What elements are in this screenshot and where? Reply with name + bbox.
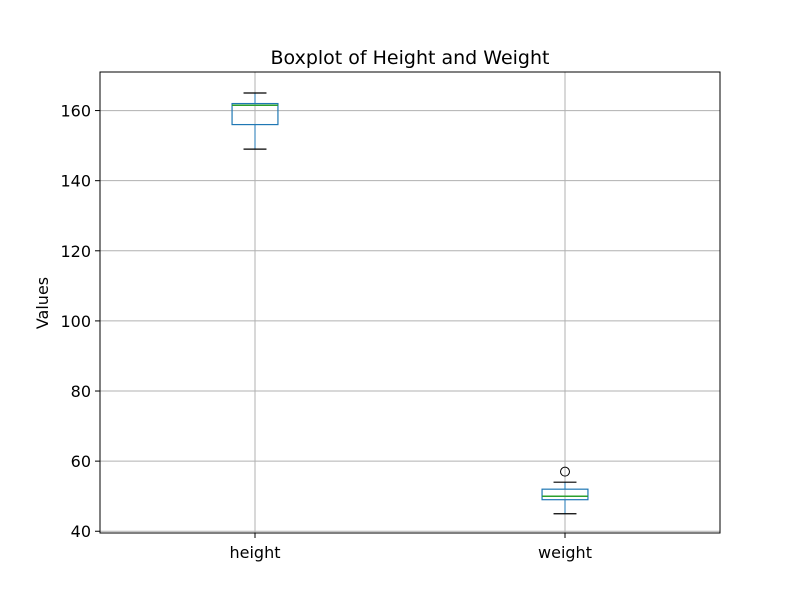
- plot-frame: [99, 71, 721, 534]
- y-tick-label-2: 80: [71, 382, 91, 401]
- x-tick-label-1: weight: [538, 543, 592, 562]
- y-tick-label-6: 160: [60, 102, 91, 121]
- box-height: [231, 92, 279, 150]
- y-tick-label-3: 100: [60, 312, 91, 331]
- grid: [100, 72, 720, 533]
- y-tick-label-4: 120: [60, 242, 91, 261]
- box-iqr-weight: [541, 488, 589, 501]
- box-iqr-height: [231, 102, 279, 126]
- box-weight: [541, 466, 589, 515]
- y-tick-label-1: 60: [71, 452, 91, 471]
- chart-title: Boxplot of Height and Weight: [271, 47, 550, 69]
- y-axis-label: Values: [33, 277, 52, 329]
- y-tick-label-0: 40: [71, 522, 91, 541]
- ticks: 40 60 80 100 120 140 160 height weight: [60, 102, 592, 562]
- outlier-weight-0: [560, 466, 570, 477]
- x-tick-label-0: height: [230, 543, 281, 562]
- boxes: [231, 92, 589, 515]
- y-tick-label-5: 140: [60, 172, 91, 191]
